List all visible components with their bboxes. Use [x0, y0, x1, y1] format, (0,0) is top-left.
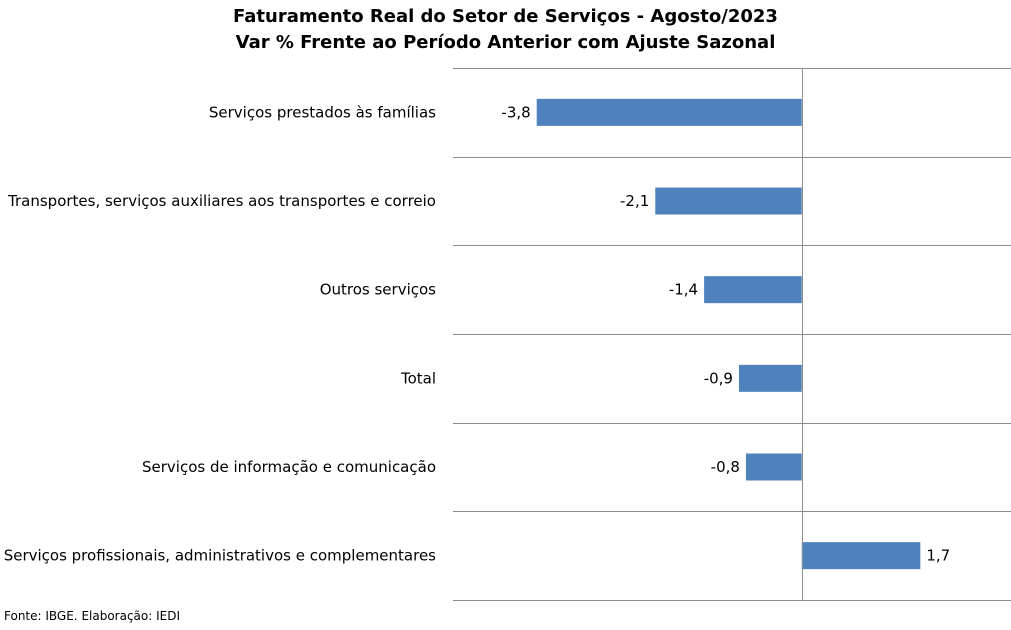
bar	[704, 276, 802, 304]
bar	[801, 542, 921, 570]
data-label: -3,8	[501, 103, 530, 121]
bar	[655, 187, 802, 215]
category-label: Serviços prestados às famílias	[209, 103, 436, 121]
data-label: -2,1	[620, 192, 649, 210]
chart-subtitle: Var % Frente ao Período Anterior com Aju…	[235, 32, 776, 53]
bar	[745, 453, 802, 481]
category-label: Total	[400, 369, 436, 387]
data-label: -1,4	[669, 281, 698, 299]
category-label: Transportes, serviços auxiliares aos tra…	[7, 192, 436, 210]
category-label: Serviços de informação e comunicação	[142, 458, 436, 476]
category-label: Outros serviços	[320, 281, 436, 299]
data-label: 1,7	[926, 547, 950, 565]
category-label: Serviços profissionais, administrativos …	[4, 547, 436, 565]
chart-title-block: Faturamento Real do Setor de Serviços - …	[0, 4, 1011, 56]
source-note: Fonte: IBGE. Elaboração: IEDI	[4, 609, 181, 623]
data-label: -0,9	[704, 369, 733, 387]
chart-title: Faturamento Real do Setor de Serviços - …	[233, 6, 778, 27]
bar	[536, 98, 802, 126]
bar	[738, 364, 802, 392]
data-label: -0,8	[711, 458, 740, 476]
